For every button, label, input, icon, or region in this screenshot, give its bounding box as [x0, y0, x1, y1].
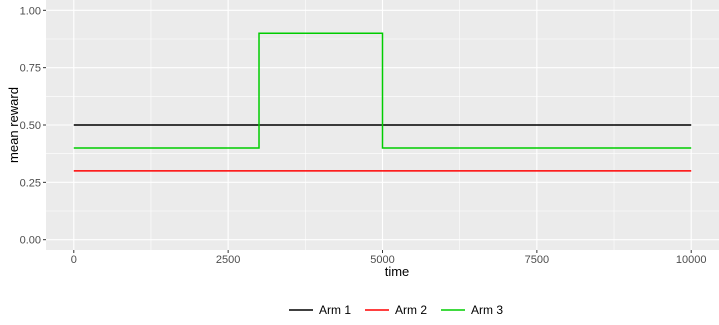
x-tick-label: 7500	[525, 254, 549, 266]
series-lines	[73, 32, 692, 172]
x-tick-label: 0	[71, 254, 77, 266]
y-tick-label: 0.25	[20, 177, 41, 189]
y-tick-label: 0.75	[20, 63, 41, 75]
y-tick-label: 0.50	[20, 120, 41, 132]
legend-label: Arm 2	[395, 303, 427, 317]
legend-label: Arm 1	[319, 303, 351, 317]
x-tick-label: 10000	[676, 254, 707, 266]
x-axis-title: time	[385, 264, 410, 279]
x-tick-label: 2500	[216, 254, 240, 266]
y-tick-label: 0.00	[20, 235, 41, 247]
y-tick-label: 1.00	[20, 5, 41, 17]
legend-label: Arm 3	[471, 303, 503, 317]
legend: Arm 1 Arm 2 Arm 3	[289, 303, 503, 317]
y-axis-title: mean reward	[6, 87, 21, 163]
series-line-arm-3	[73, 32, 692, 149]
y-axis: 0.00 0.25 0.50 0.75 1.00	[20, 5, 46, 247]
x-tick-label: 5000	[370, 254, 394, 266]
x-axis: 0 2500 5000 7500 10000	[71, 250, 707, 266]
